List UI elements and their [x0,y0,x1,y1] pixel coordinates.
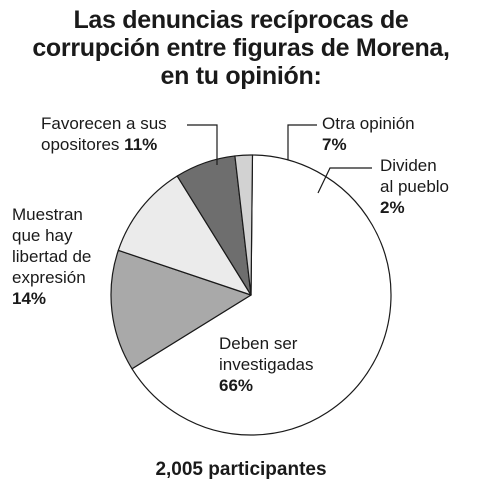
label-dividen-line-1: Dividen [380,156,437,175]
label-libertad-pct: 14% [12,289,47,308]
pie-slice-2 [117,175,252,296]
label-libertad-line-3: libertad de [12,247,92,266]
label-investigadas-pct: 66% [219,376,254,395]
label-opositores-line-1: Favorecen a sus [41,114,167,133]
label-opositores: Favorecen a sus opositores 11% [41,113,167,155]
title-line-3: en tu opinión: [160,62,322,90]
label-otra-pct: 7% [322,135,347,154]
leader-otra [287,124,317,160]
label-libertad-line-1: Muestran [12,205,83,224]
label-dividen: Dividen al pueblo 2% [380,155,449,218]
pie-slice-0 [131,154,392,436]
label-dividen-line-2: al pueblo [380,177,450,196]
label-opositores-pct: 11% [124,135,158,154]
title-line-1: Las denuncias recíprocas de [73,6,409,34]
leader-opositores [187,124,218,165]
title-line-2: corrupción entre figuras de Morena, [32,34,450,62]
pie-slice-4 [234,154,254,296]
label-investigadas: Deben ser investigadas 66% [219,333,314,396]
participants-count: 2,005 participantes [155,459,327,480]
pie-slice-1 [110,249,252,370]
label-libertad-line-2: que hay [12,226,73,245]
label-investigadas-line-2: investigadas [219,355,314,374]
label-libertad: Muestran que hay libertad de expresión 1… [12,204,91,309]
label-investigadas-line-1: Deben ser [219,334,298,353]
label-otra: Otra opinión 7% [322,113,415,155]
leader-dividen [317,167,372,194]
label-otra-line-1: Otra opinión [322,114,415,133]
label-opositores-word: opositores [41,135,120,154]
label-dividen-pct: 2% [380,198,405,217]
label-opositores-line-2: opositores 11% [41,134,167,155]
label-libertad-line-4: expresión [12,268,86,287]
chart-title: Las denuncias recíprocas de corrupción e… [0,6,482,90]
